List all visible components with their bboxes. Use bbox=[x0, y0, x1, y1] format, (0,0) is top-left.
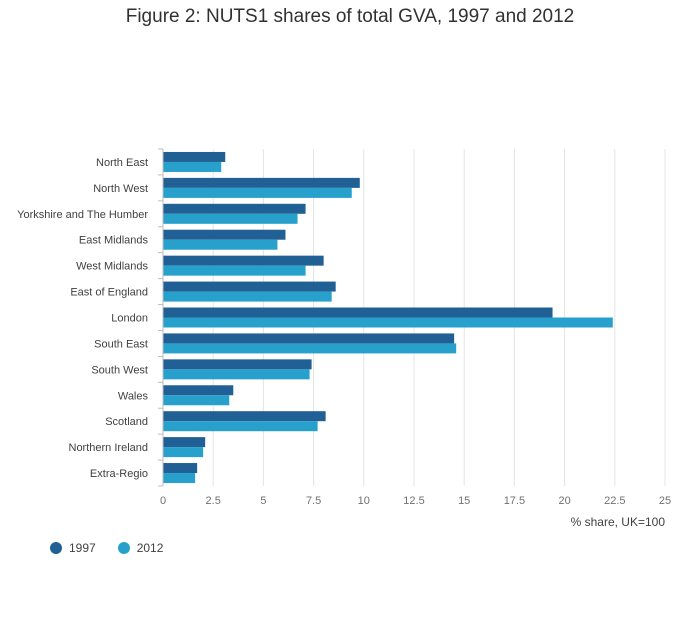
bar-1997[interactable] bbox=[163, 203, 306, 214]
bar-2012[interactable] bbox=[163, 447, 204, 458]
bar-1997[interactable] bbox=[163, 151, 226, 162]
legend-swatch-2012 bbox=[117, 542, 130, 554]
bar-2012[interactable] bbox=[163, 343, 457, 354]
category-label: Northern Ireland bbox=[69, 442, 149, 454]
bar-2012[interactable] bbox=[163, 291, 332, 302]
x-tick-label: 0 bbox=[160, 495, 166, 507]
bar-1997[interactable] bbox=[163, 177, 360, 188]
legend-swatch-1997 bbox=[50, 542, 62, 554]
category-label: East of England bbox=[70, 287, 148, 299]
bar-1997[interactable] bbox=[163, 255, 324, 266]
legend-label-1997: 1997 bbox=[69, 541, 96, 555]
legend-label-2012: 2012 bbox=[136, 541, 164, 555]
bar-2012[interactable] bbox=[163, 213, 298, 224]
bar-1997[interactable] bbox=[163, 229, 286, 240]
bar-1997[interactable] bbox=[163, 385, 234, 396]
x-tick-label: 15 bbox=[458, 495, 470, 507]
bars-group bbox=[163, 151, 613, 484]
category-label: London bbox=[111, 313, 148, 325]
x-tick-label: 17.5 bbox=[504, 495, 525, 507]
bar-2012[interactable] bbox=[163, 473, 196, 484]
x-tick-label: 10 bbox=[358, 495, 370, 507]
category-labels: North East North West Yorkshire and The Hu… bbox=[17, 157, 148, 480]
x-tick-label: 22.5 bbox=[604, 495, 625, 507]
x-tick-label: 7.5 bbox=[306, 495, 321, 507]
category-label: South West bbox=[91, 364, 148, 376]
bar-1997[interactable] bbox=[163, 281, 336, 292]
category-label: South East bbox=[94, 338, 148, 350]
x-tick-label: 5 bbox=[260, 495, 266, 507]
bar-1997[interactable] bbox=[163, 463, 198, 474]
legend: 1997 2012 bbox=[50, 541, 163, 555]
legend-item-1997[interactable]: 1997 bbox=[50, 541, 96, 555]
bar-1997[interactable] bbox=[163, 437, 206, 448]
bar-1997[interactable] bbox=[163, 333, 455, 344]
category-label: East Midlands bbox=[79, 235, 149, 247]
bar-2012[interactable] bbox=[163, 239, 278, 250]
category-label: North West bbox=[93, 183, 148, 195]
bar-2012[interactable] bbox=[163, 395, 230, 406]
x-tick-label: 12.5 bbox=[403, 495, 424, 507]
x-tick-label: 2.5 bbox=[206, 495, 221, 507]
bar-2012[interactable] bbox=[163, 161, 222, 172]
bar-2012[interactable] bbox=[163, 317, 613, 328]
bar-2012[interactable] bbox=[163, 265, 306, 276]
x-tick-labels: 0 2.5 5 7.5 10 12.5 15 17.5 20 22.5 25 bbox=[160, 495, 671, 507]
chart-title: Figure 2: NUTS1 shares of total GVA, 199… bbox=[125, 6, 575, 27]
bar-2012[interactable] bbox=[163, 369, 310, 380]
x-tick-label: 25 bbox=[659, 495, 671, 507]
bar-1997[interactable] bbox=[163, 359, 312, 370]
legend-item-2012[interactable]: 2012 bbox=[117, 541, 164, 555]
x-tick-label: 20 bbox=[558, 495, 570, 507]
category-label: Wales bbox=[118, 390, 149, 402]
category-label: Scotland bbox=[105, 416, 148, 428]
bar-2012[interactable] bbox=[163, 187, 352, 198]
bar-2012[interactable] bbox=[163, 421, 318, 432]
category-label: West Midlands bbox=[76, 261, 148, 273]
x-axis-label: % share, UK=100 bbox=[571, 515, 666, 529]
bar-1997[interactable] bbox=[163, 307, 553, 318]
bar-1997[interactable] bbox=[163, 411, 326, 422]
category-label: North East bbox=[96, 157, 148, 169]
category-label: Extra-Regio bbox=[90, 468, 148, 480]
category-label: Yorkshire and The Humber bbox=[17, 209, 148, 221]
